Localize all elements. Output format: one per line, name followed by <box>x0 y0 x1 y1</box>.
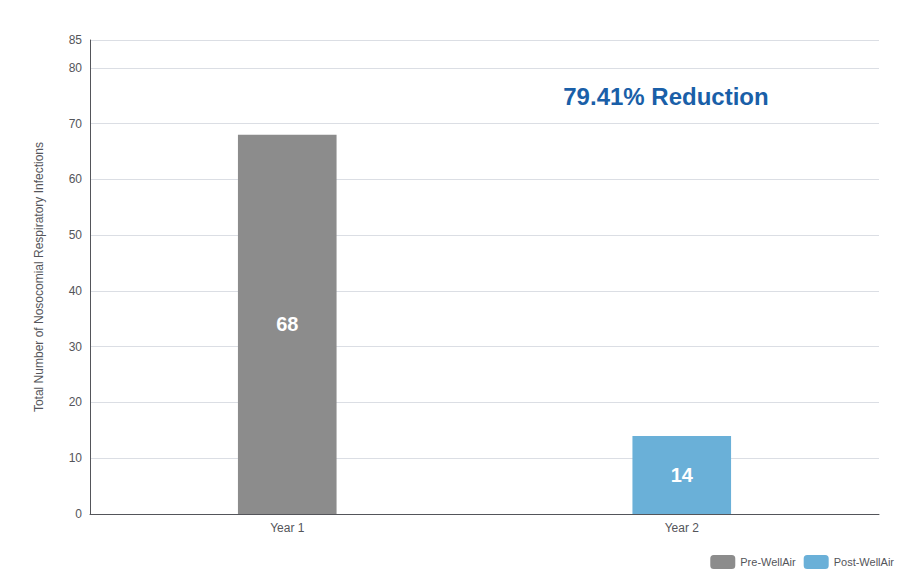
svg-text:10: 10 <box>69 451 83 465</box>
svg-text:68: 68 <box>276 313 298 335</box>
svg-text:85: 85 <box>69 33 83 47</box>
svg-text:14: 14 <box>671 464 694 486</box>
svg-text:0: 0 <box>75 507 82 521</box>
svg-text:Year 2: Year 2 <box>665 521 700 535</box>
svg-text:Year 1: Year 1 <box>270 521 305 535</box>
svg-text:Pre-WellAir: Pre-WellAir <box>740 556 796 568</box>
svg-text:50: 50 <box>69 228 83 242</box>
svg-text:79.41% Reduction: 79.41% Reduction <box>563 83 768 110</box>
svg-text:60: 60 <box>69 172 83 186</box>
svg-text:40: 40 <box>69 284 83 298</box>
svg-text:Total Number of Nosocomial Res: Total Number of Nosocomial Respiratory I… <box>32 142 46 412</box>
svg-text:30: 30 <box>69 340 83 354</box>
svg-text:Post-WellAir: Post-WellAir <box>834 556 895 568</box>
svg-text:20: 20 <box>69 395 83 409</box>
svg-text:70: 70 <box>69 117 83 131</box>
svg-text:80: 80 <box>69 61 83 75</box>
